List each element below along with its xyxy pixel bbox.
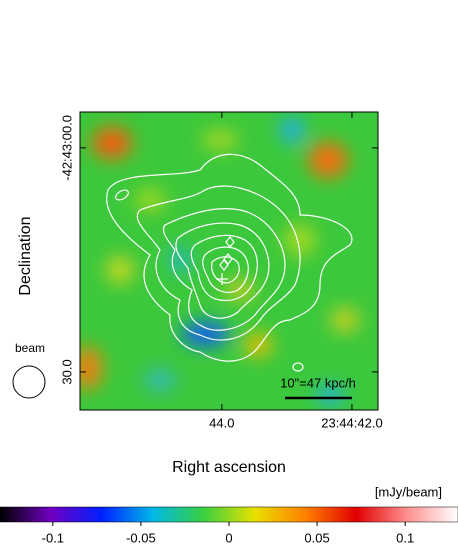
sky-image [80,112,378,410]
beam-ellipse [12,365,46,399]
beam-label: beam [15,341,45,355]
x-tick-label: 44.0 [209,415,234,430]
scale-bar-label: 10"=47 kpc/h [280,375,356,390]
y-tick-label: -42:43:00.0 [59,115,74,181]
colorbar [0,506,458,523]
x-axis-label: Right ascension [172,459,286,476]
x-tick-label: 23:44:42.0 [321,415,382,430]
colorbar-tick-label: 0.05 [304,530,329,545]
colorbar-tick-label: -0.1 [42,530,64,545]
colorbar-label: [mJy/beam] [375,484,442,499]
frame [79,111,379,411]
y-axis-label: Declination [17,216,34,295]
y-tick-label: 30.0 [59,359,74,384]
colorbar-tick-label: 0 [225,530,232,545]
colorbar-tick-label: 0.1 [396,530,414,545]
colorbar-tick-label: -0.05 [126,530,156,545]
